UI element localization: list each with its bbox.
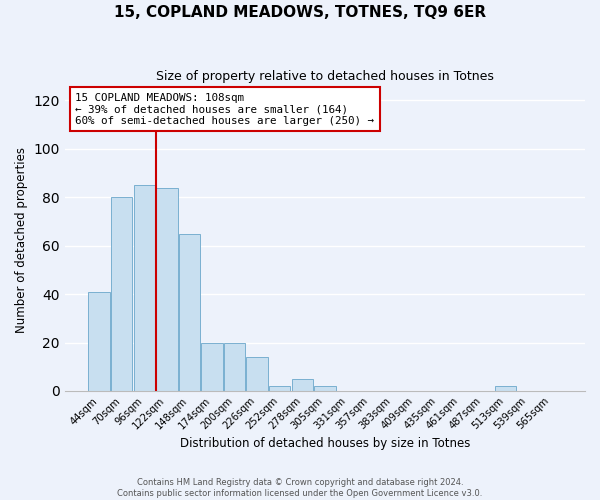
- Bar: [247, 357, 268, 391]
- Bar: [269, 386, 290, 391]
- Title: Size of property relative to detached houses in Totnes: Size of property relative to detached ho…: [156, 70, 494, 83]
- X-axis label: Distribution of detached houses by size in Totnes: Distribution of detached houses by size …: [180, 437, 470, 450]
- Bar: [88, 292, 110, 391]
- Bar: [314, 386, 335, 391]
- Bar: [134, 185, 155, 391]
- Bar: [156, 188, 178, 391]
- Bar: [292, 379, 313, 391]
- Text: Contains HM Land Registry data © Crown copyright and database right 2024.
Contai: Contains HM Land Registry data © Crown c…: [118, 478, 482, 498]
- Y-axis label: Number of detached properties: Number of detached properties: [15, 146, 28, 332]
- Bar: [495, 386, 516, 391]
- Bar: [202, 342, 223, 391]
- Bar: [179, 234, 200, 391]
- Bar: [224, 342, 245, 391]
- Bar: [111, 198, 133, 391]
- Text: 15 COPLAND MEADOWS: 108sqm
← 39% of detached houses are smaller (164)
60% of sem: 15 COPLAND MEADOWS: 108sqm ← 39% of deta…: [75, 93, 374, 126]
- Text: 15, COPLAND MEADOWS, TOTNES, TQ9 6ER: 15, COPLAND MEADOWS, TOTNES, TQ9 6ER: [114, 5, 486, 20]
